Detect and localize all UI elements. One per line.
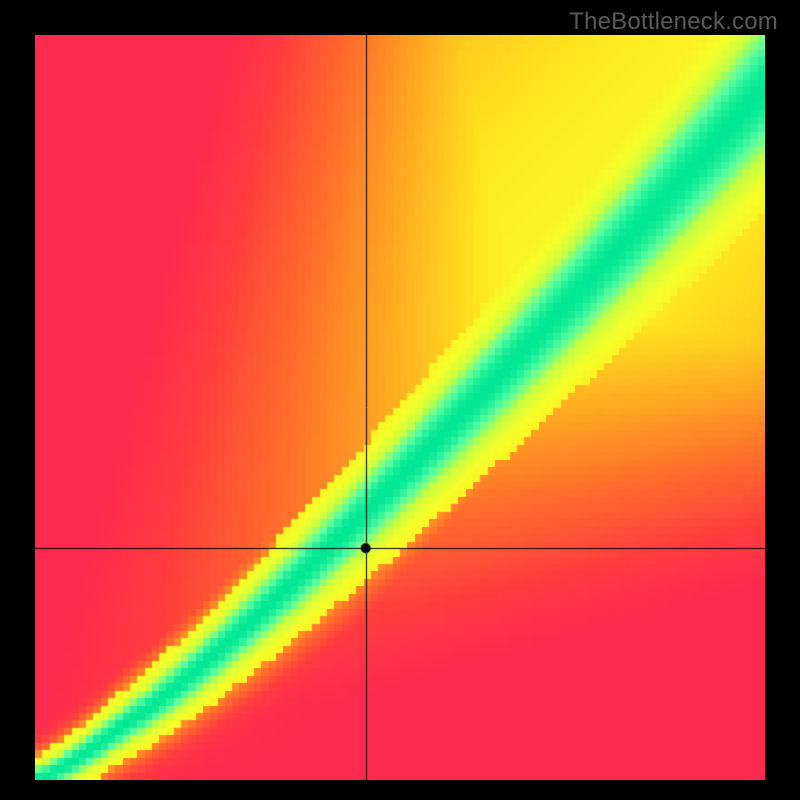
watermark-text: TheBottleneck.com [569, 8, 778, 36]
figure-container: TheBottleneck.com [0, 0, 800, 800]
crosshair-overlay [35, 35, 765, 780]
